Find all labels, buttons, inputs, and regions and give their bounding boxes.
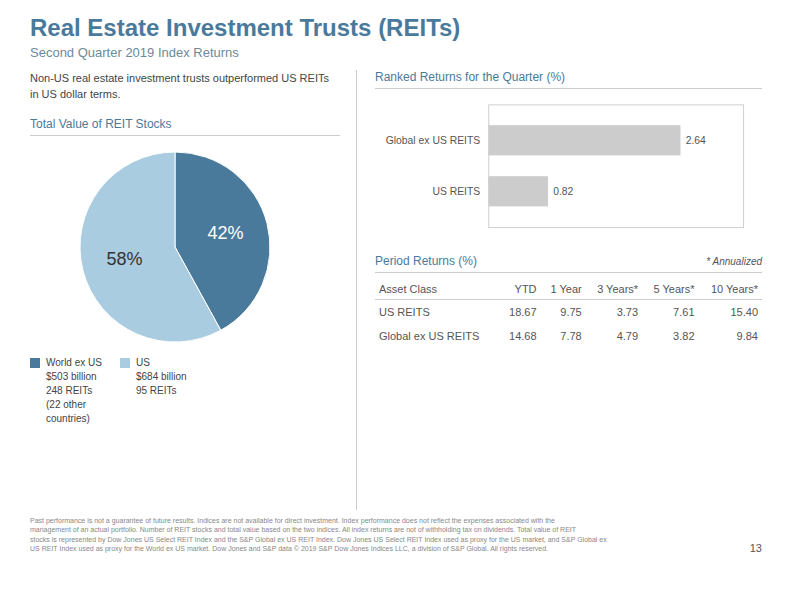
html-text:World ex US $503 billion 248 R: World ex US $503 billion 248 REITs (22 o…	[46, 356, 102, 424]
html-text:1 Year: 1 Year	[550, 283, 582, 296]
html-text:Past performance is not a guar: Past performance is not a guarantee of f…	[30, 516, 607, 553]
html-text:14.68: 14.68	[509, 330, 537, 343]
html-text:5 Years*: 5 Years*	[653, 283, 695, 296]
svg-text:2.64: 2.64	[686, 135, 706, 146]
svg-text:Global ex US REITS: Global ex US REITS	[386, 135, 481, 146]
html-text:9.75: 9.75	[560, 306, 582, 319]
svg-text:42%: 42%	[208, 223, 244, 243]
html-text:Total Value of REIT Stocks: Total Value of REIT Stocks	[30, 116, 172, 131]
html-text:7.78: 7.78	[560, 330, 582, 343]
html-text:Period Returns (%): Period Returns (%)	[375, 254, 477, 269]
html-text:Asset Class: Asset Class	[379, 283, 438, 296]
svg-text:0.82: 0.82	[553, 186, 573, 197]
html-text:US $684 billion 95 REITs: US $684 billion 95 REITs	[136, 356, 187, 396]
html-text:10 Years*: 10 Years*	[710, 283, 758, 296]
svg-text:US REITS: US REITS	[432, 186, 480, 197]
html-text:Ranked Returns for the Quarter: Ranked Returns for the Quarter (%)	[375, 69, 566, 84]
html-text:15.40: 15.40	[730, 306, 758, 319]
html-text:3.82: 3.82	[673, 330, 695, 343]
svg-text:58%: 58%	[106, 249, 142, 269]
html-text:YTD: YTD	[514, 283, 537, 296]
html-text:Non-US real estate investment: Non-US real estate investment trusts out…	[30, 71, 329, 101]
html-text:7.61: 7.61	[673, 306, 695, 319]
html-text:4.79: 4.79	[616, 330, 639, 343]
html-text:3.73: 3.73	[616, 306, 639, 319]
html-text:Second Quarter 2019 Index Retu: Second Quarter 2019 Index Returns	[30, 44, 239, 60]
html-text:US REITS: US REITS	[379, 306, 430, 319]
html-text:13: 13	[749, 541, 762, 554]
html-text:18.67: 18.67	[509, 306, 537, 319]
html-text:9.84: 9.84	[736, 330, 758, 343]
html-text:* Annualized: * Annualized	[706, 256, 762, 268]
html-text:Real Estate Investment Trusts: Real Estate Investment Trusts (REITs)	[30, 14, 461, 41]
html-text:Global ex US REITS: Global ex US REITS	[379, 330, 480, 343]
html-text:3 Years*: 3 Years*	[597, 283, 639, 296]
